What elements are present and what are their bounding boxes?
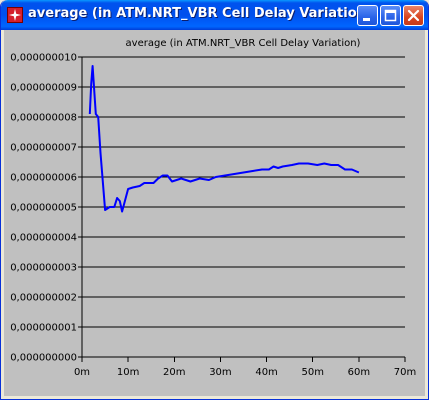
x-tick-label-1: 10m [117, 367, 139, 378]
x-tick-label-6: 60m [348, 367, 370, 378]
y-tick-label-7: 0,000000007 [10, 143, 77, 154]
minimize-icon [363, 18, 370, 21]
x-tick-label-5: 50m [301, 367, 323, 378]
series-line-0 [88, 65, 360, 213]
y-tick-label-6: 0,000000006 [10, 173, 77, 184]
x-tick-label-3: 30m [209, 367, 231, 378]
maximize-button[interactable] [380, 5, 401, 26]
x-tick-label-0: 0m [74, 367, 90, 378]
app-icon[interactable] [7, 7, 23, 23]
x-tick-label-2: 20m [163, 367, 185, 378]
x-tick-label-4: 40m [255, 367, 277, 378]
close-icon [407, 9, 420, 22]
chart-area [4, 30, 425, 396]
y-tick-label-10: 0,000000010 [10, 53, 77, 64]
chart-title: average (in ATM.NRT_VBR Cell Delay Varia… [125, 38, 361, 49]
window-title: average (in ATM.NRT_VBR Cell Delay Varia… [28, 6, 372, 21]
y-tick-label-5: 0,000000005 [10, 203, 77, 214]
maximize-icon [384, 9, 397, 22]
minimize-button[interactable] [357, 5, 378, 26]
y-tick-label-8: 0,000000008 [10, 113, 77, 124]
x-tick-label-7: 70m [394, 367, 416, 378]
y-tick-label-9: 0,000000009 [10, 83, 77, 94]
y-tick-label-2: 0,000000002 [10, 293, 77, 304]
y-tick-label-4: 0,000000004 [10, 233, 77, 244]
y-tick-label-0: 0,000000000 [10, 353, 77, 364]
title-bar[interactable]: average (in ATM.NRT_VBR Cell Delay Varia… [1, 0, 428, 30]
y-tick-label-3: 0,000000003 [10, 263, 77, 274]
y-tick-label-1: 0,000000001 [10, 323, 77, 334]
close-button[interactable] [403, 5, 424, 26]
